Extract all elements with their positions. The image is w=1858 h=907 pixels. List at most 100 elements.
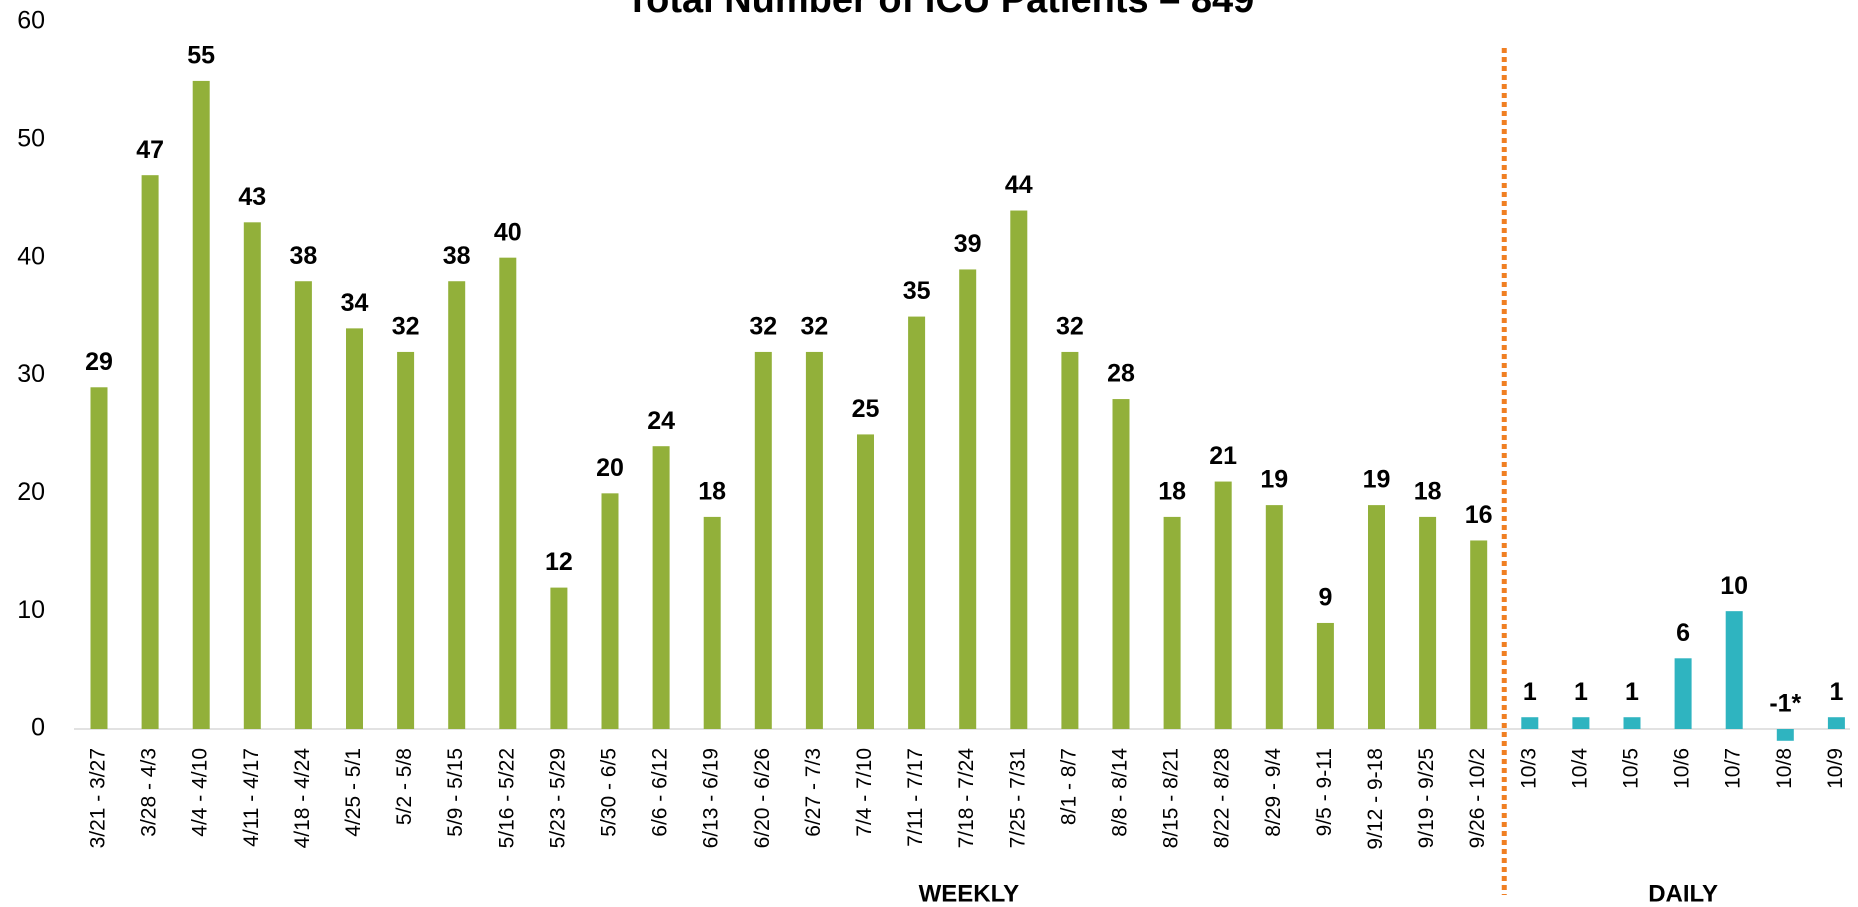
data-label: 43 [238, 183, 266, 211]
data-label: 39 [954, 230, 982, 258]
data-label: 24 [647, 407, 675, 435]
data-label: 25 [852, 395, 880, 423]
x-tick-label: 5/23 - 5/29 [546, 748, 569, 848]
x-tick-label: 5/2 - 5/8 [393, 748, 416, 825]
bar [294, 281, 312, 729]
data-label: 1 [1574, 678, 1588, 706]
data-label: 28 [1107, 360, 1135, 388]
data-label: 18 [1158, 478, 1186, 506]
data-label: 10 [1720, 572, 1748, 600]
x-tick-label: 9/12 - 9-18 [1364, 748, 1387, 850]
x-tick-label: 10/8 [1773, 748, 1796, 789]
data-label: 1 [1625, 678, 1639, 706]
data-label: 20 [596, 454, 624, 482]
bar [1674, 658, 1692, 729]
data-label: 34 [341, 289, 369, 317]
bar [1316, 622, 1334, 729]
x-tick-label: 4/25 - 5/1 [342, 748, 365, 837]
group-label: DAILY [1648, 880, 1718, 907]
bar [1163, 516, 1181, 729]
x-tick-label: 9/5 - 9-11 [1313, 748, 1336, 836]
data-label: 32 [392, 313, 420, 341]
y-tick-label: 60 [17, 7, 45, 35]
data-label: 18 [1414, 478, 1442, 506]
bar [1368, 505, 1385, 729]
data-label: 38 [289, 242, 317, 270]
x-tick-label: 7/11 - 7/17 [904, 748, 927, 847]
bar [1725, 611, 1743, 729]
x-tick-label: 5/16 - 5/22 [495, 748, 518, 848]
data-label: 32 [800, 313, 828, 341]
data-label: 32 [749, 313, 777, 341]
bar [959, 269, 977, 729]
data-label: 40 [494, 218, 522, 246]
bar [1521, 717, 1539, 729]
bar [1010, 210, 1028, 730]
x-tick-label: 8/1 - 8/7 [1057, 748, 1080, 825]
data-label: -1* [1769, 690, 1801, 718]
bar [1776, 729, 1794, 741]
x-tick-label: 10/7 [1722, 748, 1745, 789]
y-tick-label: 30 [17, 360, 45, 388]
bar [346, 328, 363, 729]
y-tick-label: 40 [17, 242, 45, 270]
data-label: 16 [1465, 501, 1493, 529]
data-label: 1 [1523, 678, 1537, 706]
bar [550, 587, 568, 729]
data-label: 9 [1318, 584, 1332, 612]
x-tick-label: 7/18 - 7/24 [955, 748, 978, 849]
x-tick-label: 10/6 [1671, 748, 1694, 789]
bar [1419, 516, 1437, 729]
data-label: 18 [698, 478, 726, 506]
y-tick-label: 10 [17, 596, 45, 624]
bar [448, 281, 466, 729]
bar [601, 493, 619, 729]
bar [908, 316, 926, 729]
data-label: 29 [85, 348, 113, 376]
bar [1470, 540, 1488, 729]
x-tick-label: 10/3 [1517, 748, 1540, 789]
bar [857, 434, 874, 729]
x-tick-label: 7/4 - 7/10 [853, 748, 876, 837]
bar [1827, 717, 1845, 729]
x-tick-label: 6/20 - 6/26 [751, 748, 774, 848]
bar [1112, 399, 1130, 729]
bar [141, 175, 159, 729]
x-tick-label: 8/15 - 8/21 [1160, 748, 1183, 848]
y-tick-label: 50 [17, 124, 45, 152]
data-label: 44 [1005, 171, 1033, 199]
bar [192, 80, 210, 729]
x-tick-label: 6/6 - 6/12 [649, 748, 672, 837]
data-label: 19 [1260, 466, 1288, 494]
x-tick-label: 10/9 [1824, 748, 1847, 789]
y-tick-label: 20 [17, 478, 45, 506]
bar [1572, 717, 1590, 729]
data-label: 12 [545, 548, 573, 576]
bar [652, 446, 670, 729]
bar [90, 387, 108, 729]
group-label: WEEKLY [919, 880, 1019, 907]
x-tick-label: 6/27 - 7/3 [802, 748, 825, 837]
bar [805, 351, 823, 729]
bar [1214, 481, 1232, 729]
data-label: 21 [1209, 442, 1237, 470]
chart-title: Total Number of ICU Patients – 849 [626, 0, 1255, 21]
x-tick-label: 3/28 - 4/3 [138, 748, 161, 837]
data-label: 32 [1056, 313, 1084, 341]
data-label: 6 [1676, 619, 1690, 647]
x-tick-label: 4/18 - 4/24 [291, 748, 314, 849]
bar [499, 257, 517, 729]
bar [1265, 505, 1283, 729]
x-tick-label: 8/8 - 8/14 [1109, 748, 1132, 837]
data-label: 19 [1363, 466, 1391, 494]
bar [397, 351, 415, 729]
x-tick-label: 4/11 - 4/17 [240, 748, 263, 847]
x-tick-label: 10/5 [1620, 748, 1643, 789]
x-tick-label: 3/21 - 3/27 [87, 748, 110, 848]
bar [1061, 351, 1079, 729]
x-tick-label: 10/4 [1568, 748, 1591, 789]
bar [754, 351, 772, 729]
x-tick-label: 6/13 - 6/19 [700, 748, 723, 848]
